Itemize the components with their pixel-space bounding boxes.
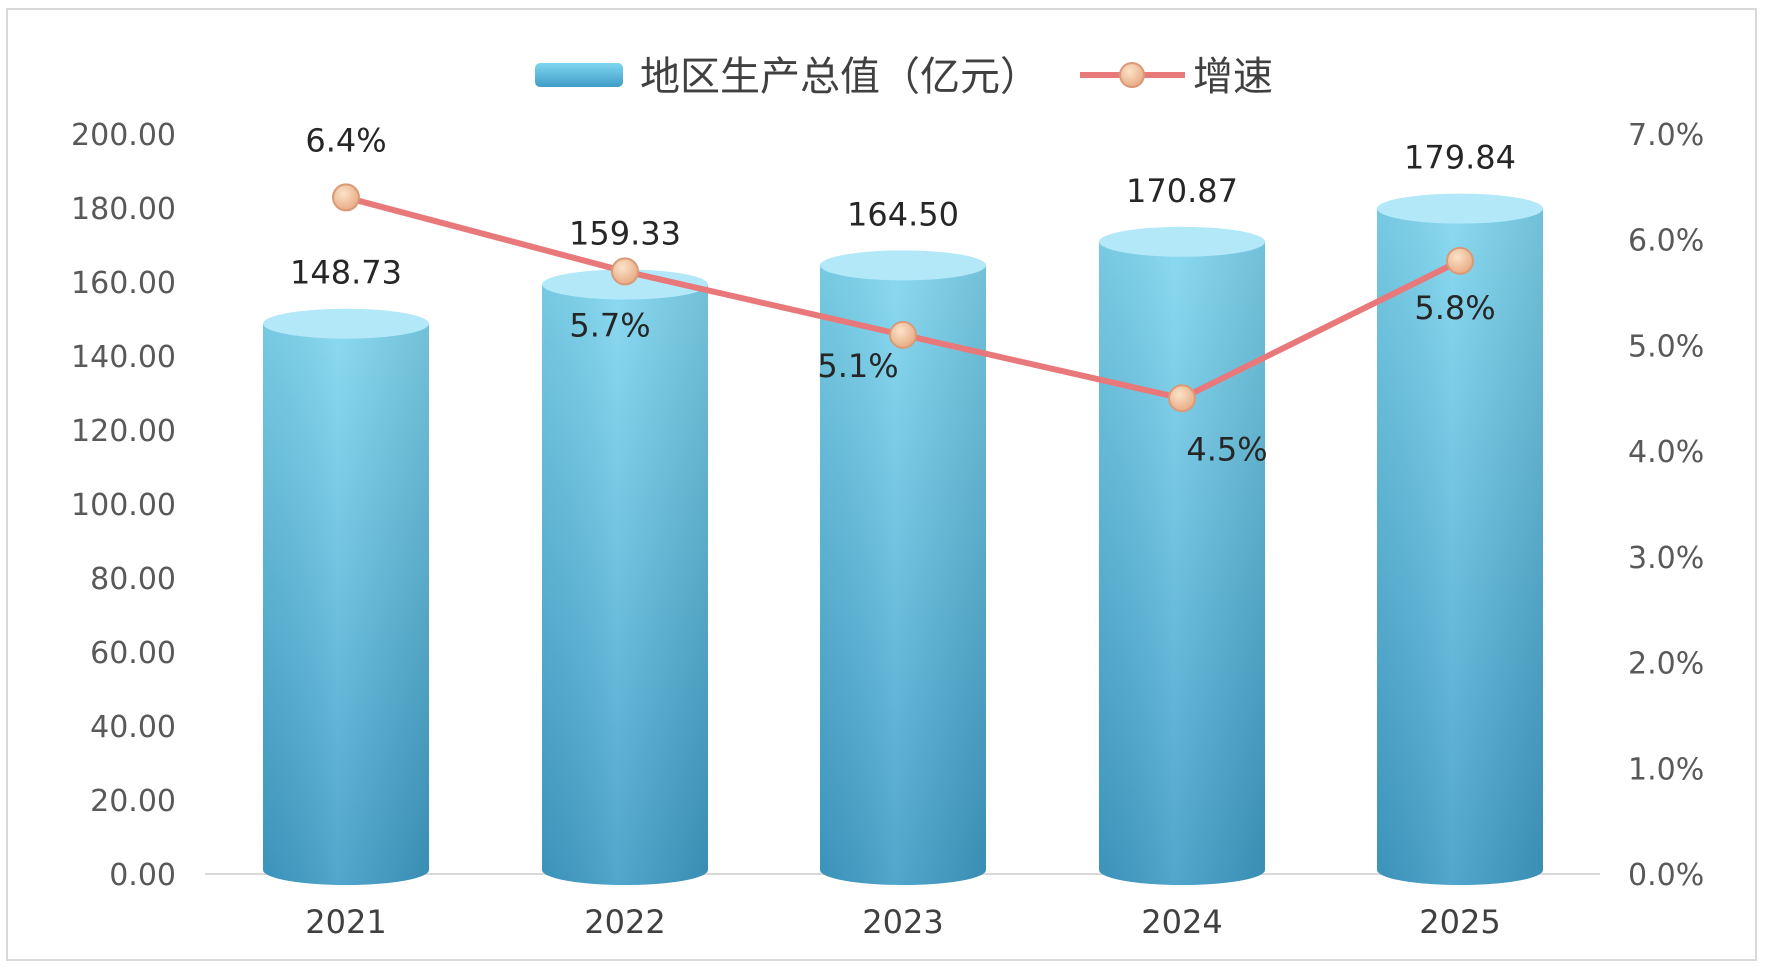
left-tick-label: 60.00 (90, 636, 176, 671)
bar-data-labels: 148.73 159.33 164.50 170.87 179.84 (290, 139, 1516, 292)
right-tick-label: 0.0% (1628, 858, 1704, 893)
bar-series (263, 193, 1543, 886)
left-tick-label: 100.00 (71, 488, 176, 523)
bar-cap (263, 308, 429, 339)
bar-2024 (1099, 226, 1265, 885)
bar-value-label: 159.33 (569, 214, 681, 252)
right-tick-label: 3.0% (1628, 541, 1704, 576)
x-tick-label: 2025 (1419, 903, 1500, 941)
growth-value-label: 5.7% (569, 306, 650, 344)
left-tick-label: 200.00 (71, 118, 176, 153)
bar-value-label: 164.50 (847, 195, 959, 233)
bar-2025 (1377, 193, 1543, 886)
growth-value-label: 6.4% (305, 121, 386, 159)
growth-marker (611, 257, 639, 286)
legend-line-label: 增速 (1193, 54, 1273, 100)
growth-marker (1168, 384, 1196, 413)
bar-2022 (542, 269, 708, 885)
left-tick-label: 80.00 (90, 562, 176, 597)
bar-shading (263, 323, 429, 886)
bar-2023 (820, 250, 986, 886)
growth-marker (889, 320, 917, 349)
right-tick-label: 1.0% (1628, 752, 1704, 787)
growth-value-label: 5.8% (1414, 289, 1495, 327)
left-tick-label: 0.00 (109, 858, 176, 893)
x-tick-label: 2023 (862, 903, 943, 941)
x-tick-label: 2021 (305, 903, 386, 941)
growth-marker (1446, 246, 1474, 275)
bar-shading (1099, 241, 1265, 885)
left-tick-label: 40.00 (90, 710, 176, 745)
bar-cap (1099, 226, 1265, 257)
line-series (332, 183, 1474, 413)
x-axis: 2021 2022 2023 2024 2025 (305, 903, 1500, 941)
legend-bar-swatch (535, 63, 623, 87)
right-tick-label: 6.0% (1628, 224, 1704, 259)
growth-value-label: 4.5% (1186, 430, 1267, 468)
x-tick-label: 2022 (584, 903, 665, 941)
legend-line-marker (1119, 62, 1145, 88)
growth-value-label: 5.1% (817, 347, 898, 385)
right-tick-label: 2.0% (1628, 647, 1704, 682)
right-tick-label: 4.0% (1628, 435, 1704, 470)
growth-marker (332, 183, 360, 212)
bar-value-label: 148.73 (290, 254, 402, 292)
legend-bar-label: 地区生产总值（亿元） (640, 54, 1040, 100)
right-tick-label: 7.0% (1628, 118, 1704, 153)
bar-shading (542, 284, 708, 885)
bar-2021 (263, 308, 429, 886)
right-tick-label: 5.0% (1628, 329, 1704, 364)
bar-shading (1377, 208, 1543, 886)
left-tick-label: 20.00 (90, 784, 176, 819)
bar-shading (820, 265, 986, 886)
bar-cap (820, 250, 986, 281)
left-tick-label: 140.00 (71, 340, 176, 375)
bar-cap (1377, 193, 1543, 224)
bar-value-label: 170.87 (1126, 172, 1238, 210)
left-tick-label: 160.00 (71, 266, 176, 301)
legend: 地区生产总值（亿元） 增速 (535, 54, 1273, 100)
right-axis: 0.0% 1.0% 2.0% 3.0% 4.0% 5.0% 6.0% 7.0% (1628, 118, 1704, 893)
line-data-labels: 6.4% 5.7% 5.1% 4.5% 5.8% (305, 121, 1495, 468)
x-tick-label: 2024 (1141, 903, 1222, 941)
bar-value-label: 179.84 (1404, 139, 1516, 177)
left-tick-label: 180.00 (71, 192, 176, 227)
left-tick-label: 120.00 (71, 414, 176, 449)
left-axis: 0.00 20.00 40.00 60.00 80.00 100.00 120.00 140.… (71, 118, 176, 893)
